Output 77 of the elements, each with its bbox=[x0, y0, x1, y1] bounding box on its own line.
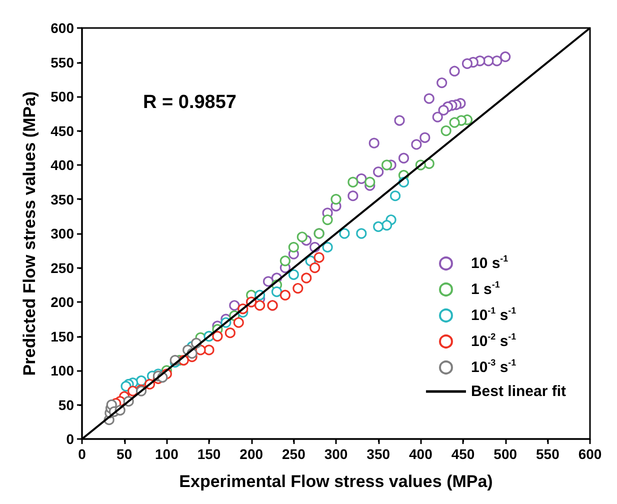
point bbox=[438, 104, 449, 116]
point bbox=[492, 56, 502, 66]
annotation: R = 0.9857 bbox=[143, 92, 236, 113]
point bbox=[224, 328, 236, 338]
x-tick-label: 450 bbox=[451, 446, 475, 462]
point bbox=[449, 66, 460, 76]
point bbox=[364, 176, 376, 188]
y-tick-label: 400 bbox=[50, 157, 74, 173]
point bbox=[382, 160, 392, 170]
point bbox=[500, 51, 511, 62]
point bbox=[462, 58, 473, 69]
point bbox=[288, 269, 299, 280]
y-tick-label: 50 bbox=[58, 396, 74, 413]
y-tick-label: 250 bbox=[50, 260, 74, 276]
point bbox=[440, 125, 452, 136]
point bbox=[483, 56, 494, 66]
x-tick-label: 350 bbox=[366, 446, 390, 462]
point bbox=[322, 242, 333, 252]
point bbox=[288, 242, 299, 252]
y-tick-label: 600 bbox=[50, 20, 74, 36]
point bbox=[233, 317, 244, 328]
point bbox=[296, 232, 308, 242]
point bbox=[314, 252, 324, 263]
point bbox=[356, 228, 367, 239]
point bbox=[292, 283, 304, 294]
point bbox=[348, 176, 358, 188]
point bbox=[373, 166, 384, 178]
x-tick-label: 300 bbox=[324, 446, 348, 462]
x-tick-label: 100 bbox=[154, 446, 179, 462]
point bbox=[382, 220, 392, 231]
y-tick-label: 200 bbox=[50, 294, 74, 310]
x-tick-label: 50 bbox=[116, 446, 132, 462]
point bbox=[310, 262, 320, 274]
y-tick-label: 150 bbox=[50, 328, 74, 344]
point bbox=[390, 190, 401, 202]
point bbox=[436, 78, 448, 88]
x-tick-label: 0 bbox=[78, 446, 86, 462]
point bbox=[339, 228, 350, 239]
point bbox=[322, 214, 333, 226]
point bbox=[280, 290, 290, 300]
point bbox=[398, 152, 410, 164]
point bbox=[449, 117, 460, 128]
point bbox=[356, 173, 367, 184]
x-tick-label: 600 bbox=[578, 446, 602, 462]
legend-label: Best linear fit bbox=[470, 383, 566, 400]
point bbox=[204, 344, 214, 356]
point bbox=[432, 112, 443, 122]
x-axis-title: Experimental Flow stress values (MPa) bbox=[179, 472, 493, 491]
y-tick-label: 100 bbox=[50, 362, 74, 378]
x-tick-label: 400 bbox=[408, 446, 433, 462]
y-tick-label: 350 bbox=[50, 191, 74, 208]
x-tick-label: 250 bbox=[282, 446, 306, 462]
point bbox=[280, 256, 290, 266]
x-tick-label: 150 bbox=[197, 446, 221, 462]
point bbox=[330, 194, 342, 205]
y-tick-label: 300 bbox=[50, 226, 74, 242]
point bbox=[394, 115, 405, 126]
x-tick-label: 200 bbox=[240, 446, 264, 462]
point bbox=[271, 286, 282, 298]
point bbox=[120, 380, 132, 392]
point bbox=[212, 330, 223, 342]
y-tick-label: 550 bbox=[50, 54, 74, 70]
y-tick-label: 500 bbox=[50, 88, 74, 104]
x-tick-label: 500 bbox=[494, 446, 518, 462]
point bbox=[348, 190, 358, 202]
point bbox=[420, 132, 430, 143]
point bbox=[301, 272, 312, 284]
point bbox=[229, 300, 240, 311]
y-axis-title: Predicted Flow stress values (MPa) bbox=[20, 91, 39, 376]
point bbox=[373, 221, 384, 232]
point bbox=[424, 93, 434, 104]
y-tick-label: 450 bbox=[50, 122, 74, 139]
y-tick-label: 0 bbox=[66, 431, 74, 447]
point bbox=[262, 276, 274, 287]
point bbox=[411, 139, 422, 150]
x-tick-label: 550 bbox=[536, 446, 560, 462]
point bbox=[368, 138, 380, 148]
